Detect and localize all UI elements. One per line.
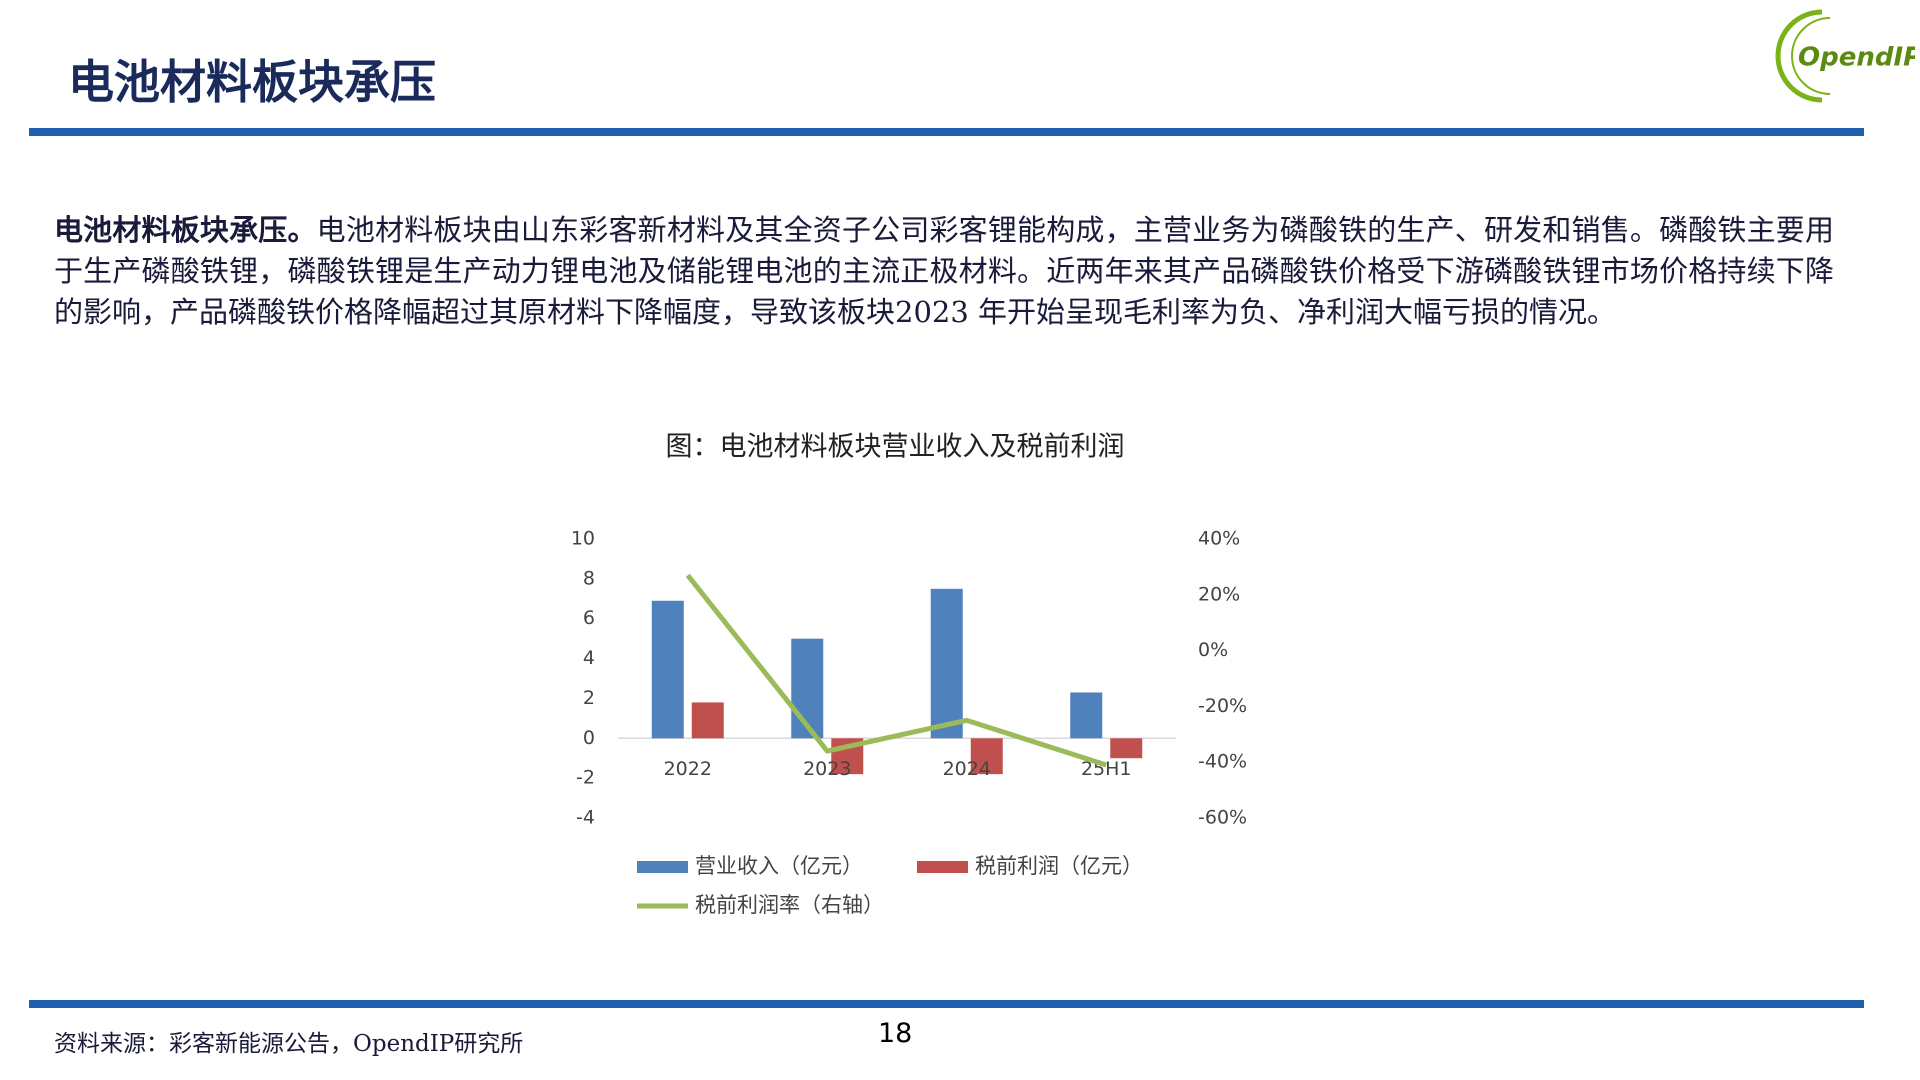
- y-tick-label: 2: [583, 687, 595, 709]
- y2-tick-label: -40%: [1198, 751, 1247, 773]
- paragraph-body: 电池材料板块由山东彩客新材料及其全资子公司彩客锂能构成，主营业务为磷酸铁的生产、…: [54, 213, 1834, 329]
- y-tick-label: 0: [583, 727, 595, 749]
- footer-rule: [29, 1000, 1864, 1008]
- logo-text: OpendIP: [1798, 43, 1915, 73]
- bar: [970, 738, 1003, 775]
- legend-label: 营业收入（亿元）: [695, 854, 863, 878]
- paragraph-lead: 电池材料板块承压。: [54, 213, 317, 247]
- line: [685, 573, 1108, 768]
- x-tick-label: 2023: [803, 758, 851, 780]
- y-tick-label: 6: [583, 607, 595, 629]
- y2-tick-label: -60%: [1198, 807, 1247, 829]
- paragraph: 电池材料板块承压。电池材料板块由山东彩客新材料及其全资子公司彩客锂能构成，主营业…: [54, 210, 1834, 333]
- page-number: 18: [878, 1018, 913, 1049]
- legend-label: 税前利润（亿元）: [975, 854, 1143, 878]
- y2-tick-label: 20%: [1198, 583, 1240, 605]
- slide-title: 电池材料板块承压: [68, 55, 436, 109]
- x-tick-label: 2022: [664, 758, 712, 780]
- source-note: 资料来源：彩客新能源公告，OpendIP研究所: [54, 1031, 524, 1057]
- y-tick-label: -4: [576, 807, 595, 829]
- bar: [651, 600, 684, 739]
- logo-arc: [1791, 17, 1831, 95]
- y2-tick-label: 0%: [1198, 639, 1228, 661]
- y-tick-label: 8: [583, 567, 595, 589]
- bar: [930, 588, 963, 739]
- bar: [1070, 692, 1103, 739]
- legend-label: 税前利润率（右轴）: [695, 893, 884, 917]
- legend-swatch: [637, 861, 688, 873]
- y-tick-label: -2: [576, 767, 595, 789]
- x-tick-label: 2024: [943, 758, 991, 780]
- bar: [1110, 738, 1143, 759]
- y-tick-label: 4: [583, 647, 595, 669]
- y-tick-label: 10: [571, 528, 595, 550]
- legend-swatch: [917, 861, 968, 873]
- logo: OpendIP: [1775, 9, 1915, 103]
- y2-tick-label: -20%: [1198, 695, 1247, 717]
- bar: [791, 638, 824, 739]
- y2-tick-label: 40%: [1198, 528, 1240, 550]
- logo-arc: [1775, 9, 1823, 103]
- bar: [691, 702, 724, 739]
- chart-title: 图：电池材料板块营业收入及税前利润: [666, 432, 1125, 463]
- header-rule: [29, 128, 1864, 136]
